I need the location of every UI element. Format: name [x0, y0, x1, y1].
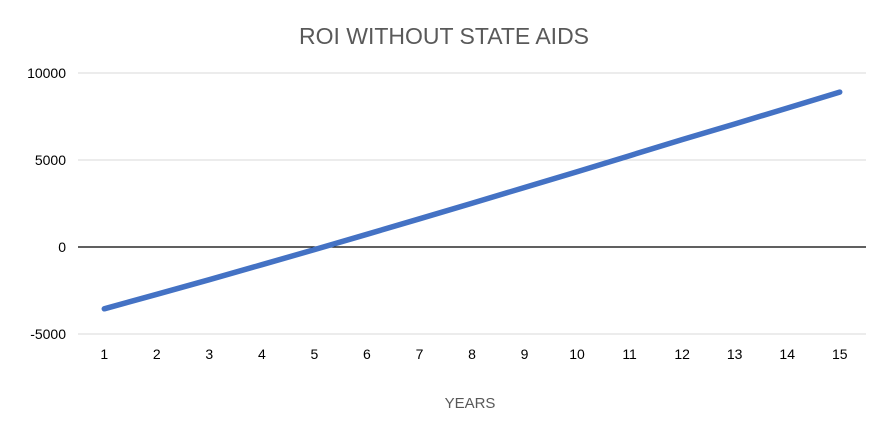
x-tick-label-13: 13	[727, 346, 743, 362]
y-tick-label-10000: 10000	[27, 65, 66, 81]
y-axis-ticks: 10000 5000 0 -5000	[27, 65, 66, 342]
x-tick-label-6: 6	[363, 346, 371, 362]
x-tick-label-5: 5	[311, 346, 319, 362]
x-tick-label-12: 12	[674, 346, 690, 362]
series-line-0	[101, 89, 843, 312]
x-tick-label-11: 11	[622, 346, 637, 362]
x-tick-label-8: 8	[468, 346, 476, 362]
x-tick-label-1: 1	[100, 346, 108, 362]
y-tick-label-5000: 5000	[35, 152, 66, 168]
x-tick-label-9: 9	[521, 346, 529, 362]
series-layer	[101, 89, 843, 312]
x-tick-label-10: 10	[569, 346, 585, 362]
y-tick-label--5000: -5000	[30, 326, 66, 342]
y-tick-label-0: 0	[58, 239, 66, 255]
gridlines	[78, 72, 866, 335]
x-tick-label-15: 15	[832, 346, 848, 362]
x-tick-label-4: 4	[258, 346, 266, 362]
x-axis-ticks: 1 2 3 4 5 6 7 8 9 10 11 12 13 14 15	[100, 346, 847, 362]
x-axis-title: YEARS	[445, 395, 496, 412]
chart-title: ROI WITHOUT STATE AIDS	[299, 23, 589, 49]
x-tick-label-2: 2	[153, 346, 161, 362]
x-tick-label-14: 14	[779, 346, 795, 362]
x-tick-label-3: 3	[205, 346, 213, 362]
x-tick-label-7: 7	[416, 346, 424, 362]
